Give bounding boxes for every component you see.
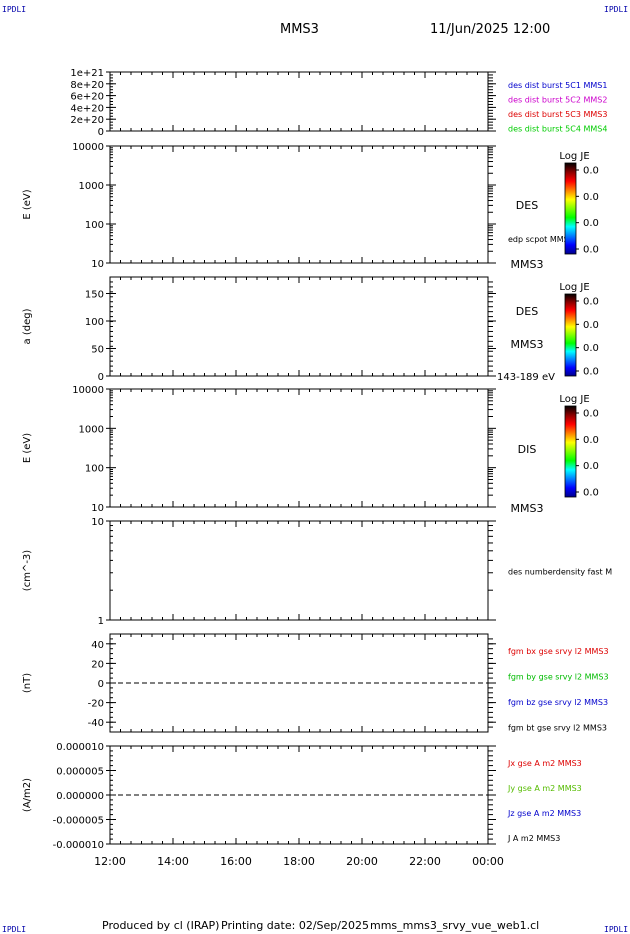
y-tick-label: -0.000005 [53,816,104,827]
plot-frame [109,145,489,264]
x-tick-label: 12:00 [94,855,126,868]
datetime-title: 11/Jun/2025 12:00 [430,22,551,37]
x-tick-label: 22:00 [409,855,441,868]
colorbar-tick-label: 0.0 [583,297,599,308]
x-tick-label: 16:00 [220,855,252,868]
y-tick-label: 1 [98,616,104,627]
series-legend: Jz gse A m2 MMS3 [507,809,581,818]
colorbar-tick-label: 0.0 [583,461,599,472]
y-tick-label: 40 [91,640,104,651]
y-tick-label: 0.000010 [56,742,104,753]
series-legend: des numberdensity fast M [508,568,612,577]
spacecraft-label: MMS3 [511,502,544,515]
corner-label-top-left: IPDLI [2,5,27,14]
plot-frame [109,276,489,377]
colorbar-tick-label: 0.0 [583,245,599,256]
y-tick-label: 10 [91,503,104,514]
y-tick-label: 10000 [72,142,104,153]
colorbar-tick-label: 0.0 [583,367,599,378]
corner-label-bottom-right: IPDLI [604,925,629,934]
y-axis-label: (A/m2) [22,778,33,812]
series-legend: des dist burst 5C4 MMS4 [508,125,607,134]
colorbar-tick-label: 0.0 [583,166,599,177]
series-legend: J A m2 MMS3 [507,834,560,843]
series-legend: fgm by gse srvy l2 MMS3 [508,673,609,682]
series-legend: Jx gse A m2 MMS3 [507,759,582,768]
plot-frame [109,71,489,132]
series-legend: Jy gse A m2 MMS3 [507,784,582,793]
y-axis-label: (nT) [22,673,33,693]
overlay-label: edp scpot MMS3 [508,235,574,244]
y-tick-label: 1000 [79,424,104,435]
colorbar [564,405,577,498]
y-tick-label: 100 [85,317,104,328]
series-legend: fgm bz gse srvy l2 MMS3 [508,698,608,707]
colorbar-title: Log JE [559,151,589,162]
plot-frame [109,388,489,508]
y-tick-label: 1e+21 [70,68,104,79]
y-tick-label: 4e+20 [70,103,104,114]
y-tick-label: 0 [98,127,104,138]
y-axis-label: E (eV) [22,189,33,219]
y-tick-label: 50 [91,345,104,356]
y-tick-label: 0 [98,679,104,690]
colorbar [564,293,577,377]
y-tick-label: 8e+20 [70,80,104,91]
colorbar-title: Log JE [559,394,589,405]
instrument-label: DES [516,199,538,212]
y-axis-label: E (eV) [22,433,33,463]
spacecraft-title: MMS3 [280,22,319,37]
y-tick-label: 150 [85,290,104,301]
x-tick-label: 20:00 [346,855,378,868]
y-axis-label: (cm^-3) [22,550,33,591]
y-tick-label: -40 [88,718,104,729]
y-tick-label: -0.000010 [53,840,104,851]
series-legend: fgm bt gse srvy l2 MMS3 [508,724,607,733]
colorbar [564,162,577,255]
y-tick-label: 2e+20 [70,115,104,126]
printing-date: Printing date: 02/Sep/2025 [221,919,369,932]
corner-label-top-right: IPDLI [604,5,629,14]
colorbar-tick-label: 0.0 [583,192,599,203]
energy-range-note: 143-189 eV [497,372,555,383]
series-legend: fgm bx gse srvy l2 MMS3 [508,647,609,656]
colorbar-tick-label: 0.0 [583,488,599,499]
plot-frame [109,520,489,621]
y-tick-label: 1000 [79,181,104,192]
file-name: mms_mms3_srvy_vue_web1.cl [370,919,540,932]
colorbar-tick-label: 0.0 [583,343,599,354]
y-tick-label: 0.000000 [56,791,104,802]
series-legend: des dist burst 5C2 MMS2 [508,96,607,105]
produced-by: Produced by cl (IRAP) [102,919,220,932]
colorbar-title: Log JE [559,282,589,293]
y-tick-label: 20 [91,659,104,670]
spacecraft-label: MMS3 [511,258,544,271]
y-axis-label: a (deg) [22,308,33,344]
colorbar-tick-label: 0.0 [583,409,599,420]
y-tick-label: 0.000005 [56,767,104,778]
y-tick-label: 100 [85,464,104,475]
colorbar-tick-label: 0.0 [583,320,599,331]
y-tick-label: 0 [98,372,104,383]
x-tick-label: 14:00 [157,855,189,868]
instrument-label: DIS [518,443,537,456]
series-legend: des dist burst 5C1 MMS1 [508,81,607,90]
y-tick-label: 100 [85,220,104,231]
spacecraft-label: MMS3 [511,338,544,351]
instrument-label: DES [516,305,538,318]
series-legend: des dist burst 5C3 MMS3 [508,110,607,119]
y-tick-label: 6e+20 [70,92,104,103]
colorbar-tick-label: 0.0 [583,435,599,446]
y-tick-label: 10000 [72,385,104,396]
y-tick-label: 10 [91,517,104,528]
y-tick-label: 10 [91,259,104,270]
x-tick-label: 18:00 [283,855,315,868]
y-tick-label: -20 [88,699,104,710]
colorbar-tick-label: 0.0 [583,218,599,229]
corner-label-bottom-left: IPDLI [2,925,27,934]
x-tick-label: 00:00 [472,855,504,868]
